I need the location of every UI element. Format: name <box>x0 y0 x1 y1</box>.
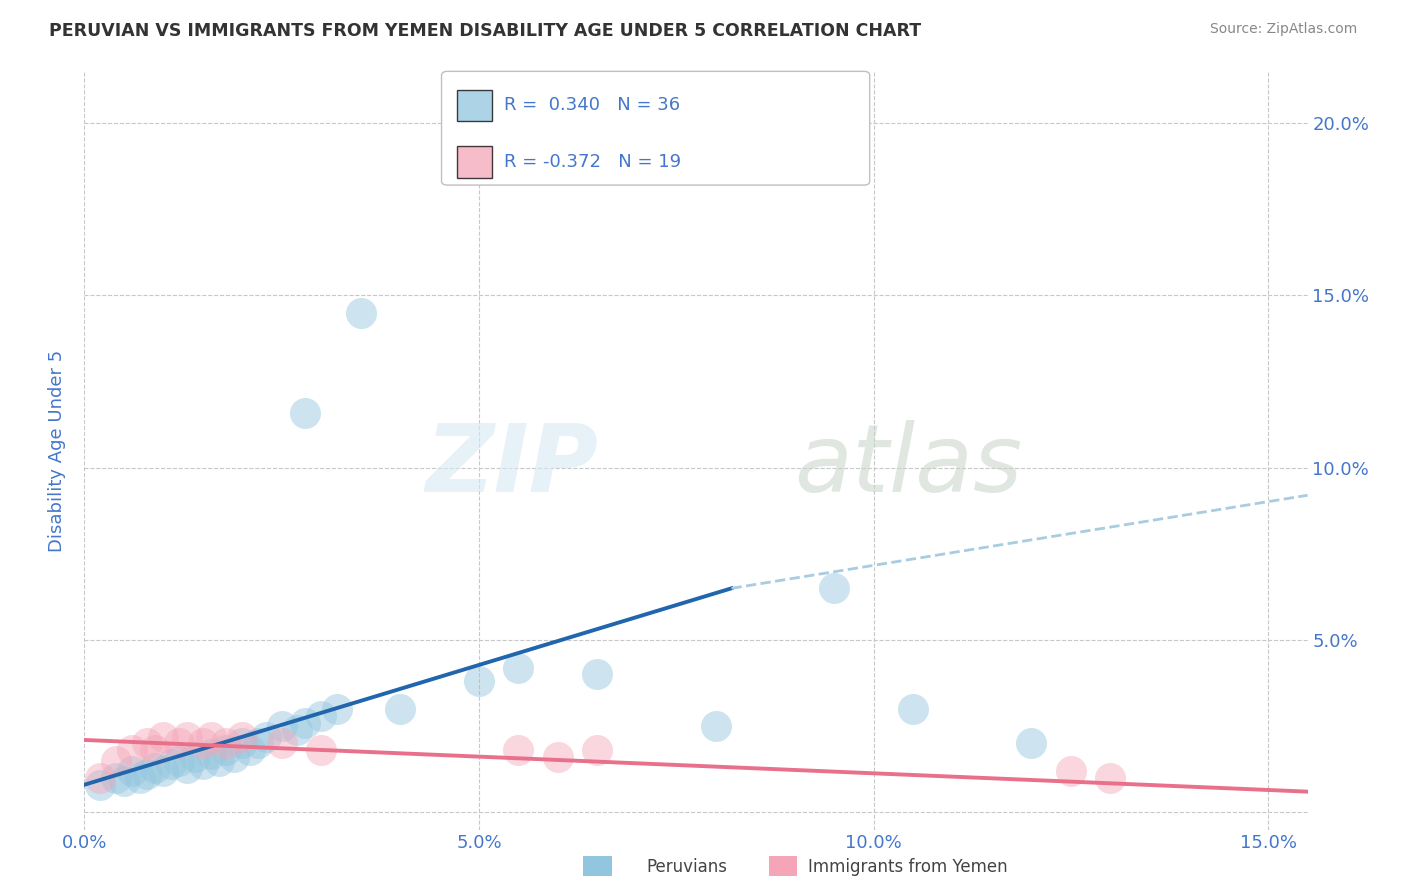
Point <box>121 743 143 757</box>
Text: ZIP: ZIP <box>425 419 598 512</box>
Point <box>167 754 190 768</box>
Point <box>823 582 845 596</box>
Point <box>191 757 214 772</box>
Point <box>586 667 609 681</box>
Point <box>224 750 246 764</box>
Point <box>200 730 222 744</box>
Point <box>121 764 143 778</box>
Point <box>389 702 412 716</box>
Text: Immigrants from Yemen: Immigrants from Yemen <box>808 858 1008 876</box>
Point <box>145 760 167 774</box>
Point <box>136 736 159 750</box>
Point <box>586 743 609 757</box>
Point <box>239 743 262 757</box>
Point <box>104 771 127 785</box>
Point <box>901 702 924 716</box>
Point <box>231 730 253 744</box>
Point <box>207 754 229 768</box>
Point <box>270 736 292 750</box>
Point <box>704 719 727 733</box>
Point <box>184 750 207 764</box>
Point <box>128 771 150 785</box>
Point <box>1021 736 1043 750</box>
Point <box>508 743 530 757</box>
Point <box>152 764 174 778</box>
Point <box>112 774 135 789</box>
Text: R =  0.340   N = 36: R = 0.340 N = 36 <box>503 96 681 114</box>
Point <box>215 743 238 757</box>
Text: Source: ZipAtlas.com: Source: ZipAtlas.com <box>1209 22 1357 37</box>
Point <box>191 736 214 750</box>
Point <box>200 747 222 761</box>
Point <box>326 702 349 716</box>
Point <box>152 730 174 744</box>
Point <box>89 778 111 792</box>
Point <box>309 708 332 723</box>
Point <box>136 767 159 781</box>
Point <box>104 754 127 768</box>
Text: Peruvians: Peruvians <box>647 858 728 876</box>
Text: R = -0.372   N = 19: R = -0.372 N = 19 <box>503 153 681 171</box>
Point <box>176 760 198 774</box>
Point <box>508 660 530 674</box>
Point <box>294 405 316 419</box>
Point <box>231 736 253 750</box>
Point <box>89 771 111 785</box>
Point <box>468 674 491 689</box>
Point <box>145 743 167 757</box>
Point <box>270 719 292 733</box>
Text: atlas: atlas <box>794 420 1022 511</box>
Point <box>215 736 238 750</box>
Point <box>287 723 309 737</box>
Point <box>349 305 371 319</box>
Point <box>167 736 190 750</box>
Point <box>1099 771 1122 785</box>
FancyBboxPatch shape <box>457 146 492 178</box>
Point <box>1060 764 1083 778</box>
Point <box>254 730 277 744</box>
Point <box>160 757 183 772</box>
FancyBboxPatch shape <box>441 71 870 186</box>
Point <box>547 750 569 764</box>
Y-axis label: Disability Age Under 5: Disability Age Under 5 <box>48 350 66 551</box>
Point <box>309 743 332 757</box>
Point <box>176 730 198 744</box>
Point <box>246 736 269 750</box>
Text: PERUVIAN VS IMMIGRANTS FROM YEMEN DISABILITY AGE UNDER 5 CORRELATION CHART: PERUVIAN VS IMMIGRANTS FROM YEMEN DISABI… <box>49 22 921 40</box>
FancyBboxPatch shape <box>457 89 492 121</box>
Point <box>294 715 316 730</box>
